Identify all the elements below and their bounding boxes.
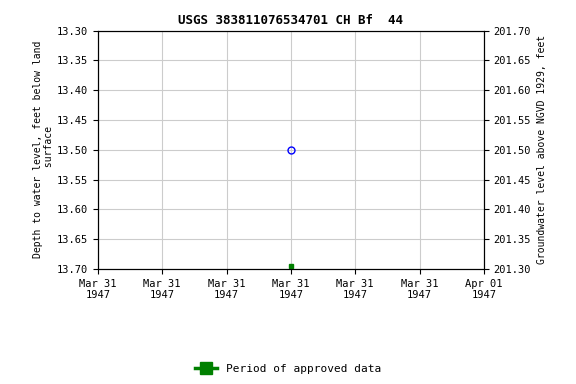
Y-axis label: Groundwater level above NGVD 1929, feet: Groundwater level above NGVD 1929, feet <box>537 35 547 264</box>
Legend: Period of approved data: Period of approved data <box>191 359 385 379</box>
Y-axis label: Depth to water level, feet below land
 surface: Depth to water level, feet below land su… <box>33 41 54 258</box>
Title: USGS 383811076534701 CH Bf  44: USGS 383811076534701 CH Bf 44 <box>179 14 403 27</box>
